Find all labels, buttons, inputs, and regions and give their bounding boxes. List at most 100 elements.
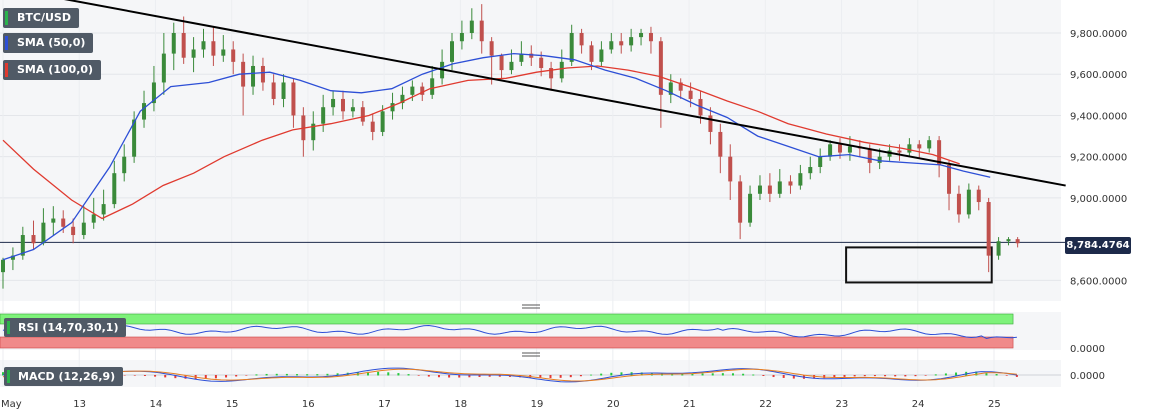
candle-body xyxy=(390,103,395,112)
sma-slow-line xyxy=(2,65,960,220)
macd-histogram-bar xyxy=(488,375,491,377)
candle-body xyxy=(281,82,286,99)
candle-body xyxy=(112,173,117,205)
candle-up xyxy=(101,189,106,221)
macd-panel xyxy=(0,360,1061,387)
candle-up xyxy=(122,144,127,182)
support-zone-box xyxy=(845,246,993,284)
candle-up xyxy=(459,20,464,50)
y-tick-label: 9,000.0000 xyxy=(1070,194,1127,205)
macd-tag[interactable]: MACD (12,26,9) xyxy=(4,367,124,386)
price-panel xyxy=(0,0,1061,301)
candle-up xyxy=(927,136,932,153)
candle-up xyxy=(221,35,226,62)
candle-down xyxy=(549,61,554,91)
candle-up xyxy=(1006,237,1011,246)
candle-body xyxy=(71,226,76,236)
rsi-line xyxy=(2,324,1017,340)
candle-down xyxy=(708,107,713,145)
macd-label: MACD (12,26,9) xyxy=(18,370,116,383)
candle-body xyxy=(579,32,584,46)
x-axis-ticks: May 13 14 15 16 17 18 19 20 21 22 23 24 25 xyxy=(1,399,1001,410)
candle-up xyxy=(51,206,56,236)
macd-histogram-bar xyxy=(174,375,177,379)
candle-up xyxy=(668,74,673,104)
candle-body xyxy=(410,86,415,95)
macd-histogram-bar xyxy=(265,373,268,376)
sma-slow-swatch xyxy=(5,63,8,77)
candle-up xyxy=(311,111,316,151)
candle-down xyxy=(738,175,743,240)
candle-down xyxy=(271,74,276,106)
macd-histogram-bar xyxy=(985,373,988,376)
candle-up xyxy=(132,111,137,163)
candle-body xyxy=(291,82,296,116)
candle-body xyxy=(808,166,813,174)
candle-up xyxy=(20,226,25,260)
macd-histogram-bar xyxy=(275,373,278,376)
candle-down xyxy=(718,123,723,174)
candle-up xyxy=(808,156,813,180)
macd-swatch xyxy=(7,370,10,383)
macd-histogram-bar xyxy=(245,375,248,376)
macd-histogram-bar xyxy=(995,374,998,376)
sma-slow-tag[interactable]: SMA (100,0) xyxy=(3,60,102,80)
candle-up xyxy=(151,65,156,112)
macd-histogram-bar xyxy=(235,375,238,377)
candle-up xyxy=(281,74,286,108)
candle-down xyxy=(728,144,733,200)
candle-body xyxy=(221,49,226,56)
panel-splitter-1[interactable] xyxy=(522,304,540,309)
candle-body xyxy=(569,32,574,62)
x-tick-label: 15 xyxy=(226,399,239,410)
candle-body xyxy=(101,204,106,215)
x-tick-label: 24 xyxy=(912,399,925,410)
macd-histogram-bar xyxy=(336,373,339,376)
candle-body xyxy=(132,119,137,157)
macd-histogram-bar xyxy=(407,374,410,376)
candle-body xyxy=(459,32,464,42)
candle-body xyxy=(10,255,15,260)
candle-up xyxy=(966,183,971,219)
macd-histogram-bar xyxy=(143,375,146,377)
candle-down xyxy=(956,185,961,223)
candle-body xyxy=(847,146,852,153)
x-tick-label: 19 xyxy=(531,399,544,410)
macd-histogram-bar xyxy=(701,373,704,376)
macd-histogram-bar xyxy=(975,371,978,376)
rsi-bands xyxy=(0,313,1017,349)
sma-fast-tag[interactable]: SMA (50,0) xyxy=(3,33,94,53)
macd-histogram-bar xyxy=(681,373,684,376)
macd-histogram-bar xyxy=(600,373,603,376)
candle-body xyxy=(331,98,336,108)
candle-down xyxy=(489,37,494,85)
candle-body xyxy=(777,181,782,194)
candle-down xyxy=(231,41,236,75)
macd-histogram-bar xyxy=(894,375,897,377)
candle-down xyxy=(340,90,345,120)
macd-histogram-bar xyxy=(204,375,207,379)
x-tick-label: 21 xyxy=(683,399,696,410)
sma-lines xyxy=(2,52,991,261)
candle-body xyxy=(260,65,265,83)
macd-layer xyxy=(0,367,1061,383)
candle-up xyxy=(629,28,634,52)
panel-splitter-2[interactable] xyxy=(522,352,540,357)
candle-body xyxy=(211,41,216,56)
candle-down xyxy=(291,78,296,128)
rsi-tag[interactable]: RSI (14,70,30,1) xyxy=(4,318,127,337)
candle-up xyxy=(191,37,196,73)
candle-body xyxy=(619,41,624,46)
candle-body xyxy=(161,53,166,83)
macd-histogram-bar xyxy=(762,375,765,376)
candle-body xyxy=(559,61,564,79)
macd-histogram-bar xyxy=(458,375,461,378)
candle-body xyxy=(142,103,147,120)
macd-histogram-bar xyxy=(1005,375,1008,376)
rsi-swatch xyxy=(7,321,10,334)
rsi-overbought-band xyxy=(0,313,1014,325)
symbol-tag[interactable]: BTC/USD xyxy=(3,8,79,28)
macd-histogram-bar xyxy=(884,375,887,377)
candle-body xyxy=(91,214,96,223)
candle-body xyxy=(360,107,365,122)
